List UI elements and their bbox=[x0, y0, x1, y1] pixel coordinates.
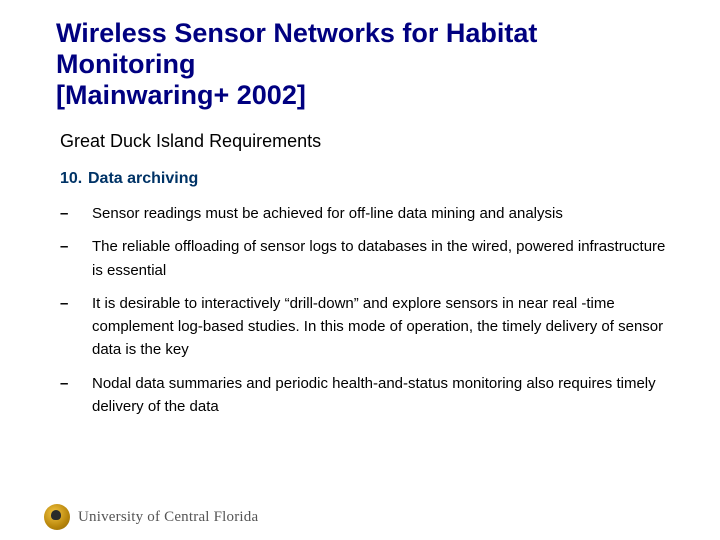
slide-title: Wireless Sensor Networks for Habitat Mon… bbox=[56, 18, 672, 111]
bullet-dash: – bbox=[60, 202, 92, 225]
item-heading: 10.Data archiving bbox=[60, 170, 672, 188]
bullet-dash: – bbox=[60, 292, 92, 362]
bullet-list: – Sensor readings must be achieved for o… bbox=[60, 202, 672, 418]
bullet-text: It is desirable to interactively “drill-… bbox=[92, 292, 672, 362]
bullet-text: Sensor readings must be achieved for off… bbox=[92, 202, 672, 225]
bullet-text: Nodal data summaries and periodic health… bbox=[92, 372, 672, 419]
list-item: – Sensor readings must be achieved for o… bbox=[60, 202, 672, 225]
slide-content: Wireless Sensor Networks for Habitat Mon… bbox=[0, 0, 720, 418]
slide-subtitle: Great Duck Island Requirements bbox=[60, 131, 672, 152]
item-number: 10. bbox=[60, 170, 88, 188]
list-item: – Nodal data summaries and periodic heal… bbox=[60, 372, 672, 419]
item-label: Data archiving bbox=[88, 170, 198, 187]
bullet-dash: – bbox=[60, 372, 92, 419]
bullet-dash: – bbox=[60, 235, 92, 282]
footer: University of Central Florida bbox=[44, 504, 258, 530]
bullet-text: The reliable offloading of sensor logs t… bbox=[92, 235, 672, 282]
footer-institution: University of Central Florida bbox=[78, 509, 258, 526]
list-item: – The reliable offloading of sensor logs… bbox=[60, 235, 672, 282]
list-item: – It is desirable to interactively “dril… bbox=[60, 292, 672, 362]
ucf-logo-icon bbox=[44, 504, 70, 530]
